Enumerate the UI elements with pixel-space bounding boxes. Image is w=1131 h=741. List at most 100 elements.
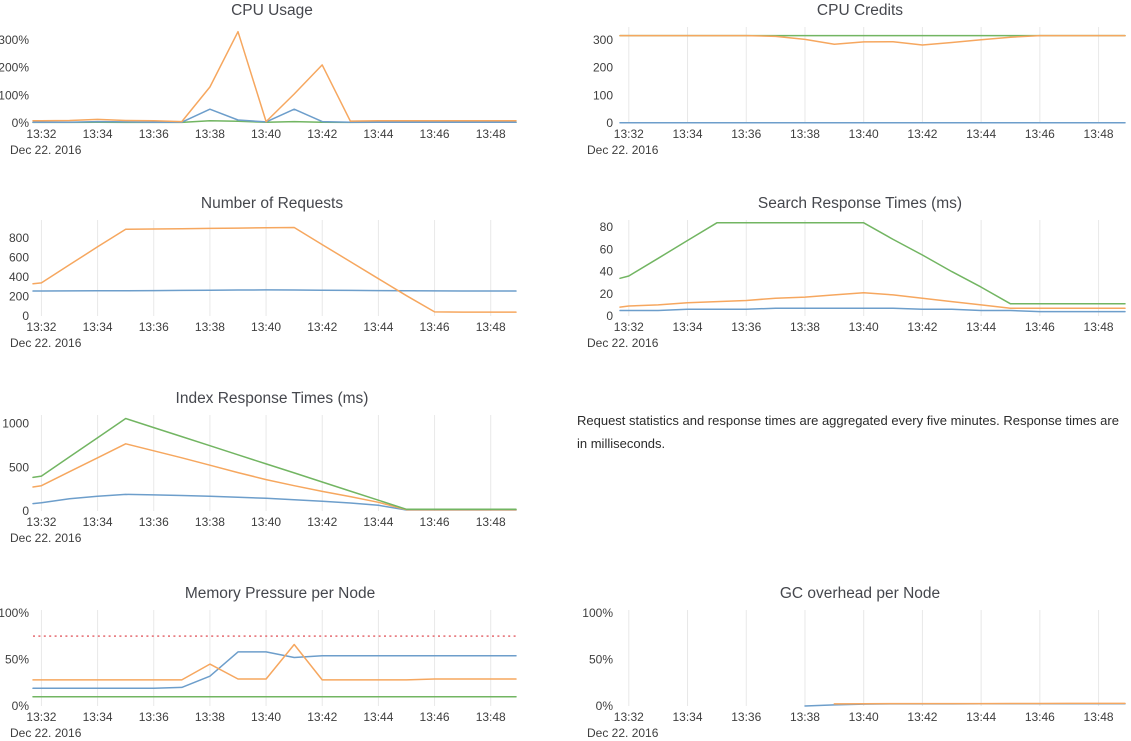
svg-text:0: 0: [606, 309, 613, 323]
svg-text:13:36: 13:36: [139, 515, 169, 529]
svg-text:0: 0: [22, 504, 29, 518]
svg-text:300%: 300%: [0, 33, 29, 47]
svg-text:13:34: 13:34: [83, 710, 113, 724]
svg-text:13:40: 13:40: [849, 127, 879, 141]
svg-text:13:36: 13:36: [731, 320, 761, 334]
svg-text:13:48: 13:48: [476, 320, 506, 334]
svg-text:13:40: 13:40: [251, 127, 281, 141]
svg-text:13:44: 13:44: [363, 710, 393, 724]
svg-text:13:40: 13:40: [251, 320, 281, 334]
svg-text:13:38: 13:38: [790, 320, 820, 334]
cpu-credits-plot: 0 100 200 300 13:32 13:34 13:36 13:38 13:40 13:42…: [587, 27, 1126, 157]
svg-text:13:34: 13:34: [83, 127, 113, 141]
cpu-credits-panel: CPU Credits 0 100 200 300 13:32 13:34 13:36 13:…: [565, 0, 1131, 178]
gc-overhead-plot: 0% 50% 100% 13:32 13:34 13:36 13:38 13:40 13:42 1…: [582, 606, 1126, 740]
svg-text:13:40: 13:40: [849, 320, 879, 334]
svg-text:0%: 0%: [12, 699, 30, 713]
svg-text:13:38: 13:38: [790, 127, 820, 141]
svg-text:13:42: 13:42: [307, 710, 337, 724]
svg-text:13:32: 13:32: [26, 127, 56, 141]
svg-text:13:46: 13:46: [420, 710, 450, 724]
svg-text:13:40: 13:40: [251, 710, 281, 724]
svg-text:13:38: 13:38: [195, 320, 225, 334]
svg-text:13:44: 13:44: [966, 710, 996, 724]
svg-text:13:34: 13:34: [83, 320, 113, 334]
search-response-times-plot: 0 20 40 60 80 13:32 13:34 13:36 13:38 13:40 13:42 1…: [587, 220, 1126, 350]
svg-text:20: 20: [600, 287, 614, 301]
svg-text:60: 60: [600, 242, 614, 256]
aggregation-note: Request statistics and response times ar…: [577, 413, 1119, 451]
svg-text:13:44: 13:44: [966, 320, 996, 334]
cpu-usage-plot: 0% 100% 200% 300% 13:32 13:34 13:36 13:38 13:40 1…: [0, 30, 517, 157]
svg-text:13:46: 13:46: [420, 127, 450, 141]
svg-text:100%: 100%: [0, 88, 29, 102]
svg-text:13:42: 13:42: [307, 320, 337, 334]
svg-text:13:32: 13:32: [26, 320, 56, 334]
svg-text:13:44: 13:44: [363, 320, 393, 334]
svg-text:13:46: 13:46: [1025, 127, 1055, 141]
svg-text:Dec 22. 2016: Dec 22. 2016: [10, 531, 82, 545]
svg-text:13:46: 13:46: [420, 515, 450, 529]
svg-text:Dec 22. 2016: Dec 22. 2016: [587, 143, 659, 157]
index-response-times-panel: Index Response Times (ms) 0 500 1000 13:32 1…: [0, 388, 566, 566]
svg-text:13:36: 13:36: [139, 710, 169, 724]
svg-text:400: 400: [9, 270, 29, 284]
svg-text:13:48: 13:48: [1084, 710, 1114, 724]
svg-text:13:42: 13:42: [307, 127, 337, 141]
svg-text:13:36: 13:36: [731, 710, 761, 724]
gc-overhead-panel: GC overhead per Node 0% 50% 100% 13:32 13:34…: [565, 583, 1131, 741]
svg-text:13:44: 13:44: [363, 515, 393, 529]
svg-text:13:46: 13:46: [1025, 320, 1055, 334]
svg-text:0%: 0%: [596, 699, 614, 713]
svg-text:13:38: 13:38: [195, 515, 225, 529]
svg-text:200: 200: [593, 61, 613, 75]
svg-text:Dec 22. 2016: Dec 22. 2016: [587, 336, 659, 350]
svg-text:200: 200: [9, 290, 29, 304]
search-response-times-title: Search Response Times (ms): [757, 195, 963, 212]
svg-text:13:42: 13:42: [907, 320, 937, 334]
svg-text:80: 80: [600, 220, 614, 234]
index-response-times-title: Index Response Times (ms): [175, 390, 369, 407]
svg-text:13:32: 13:32: [614, 710, 644, 724]
svg-text:13:32: 13:32: [26, 515, 56, 529]
svg-text:13:34: 13:34: [83, 515, 113, 529]
svg-text:0%: 0%: [12, 116, 30, 130]
svg-text:13:48: 13:48: [1084, 320, 1114, 334]
svg-text:13:44: 13:44: [966, 127, 996, 141]
svg-text:Dec 22. 2016: Dec 22. 2016: [587, 726, 659, 740]
svg-text:13:46: 13:46: [1025, 710, 1055, 724]
svg-text:13:48: 13:48: [1084, 127, 1114, 141]
svg-text:50%: 50%: [589, 652, 613, 666]
svg-text:13:42: 13:42: [307, 515, 337, 529]
svg-text:13:40: 13:40: [251, 515, 281, 529]
svg-text:300: 300: [593, 33, 613, 47]
svg-text:13:42: 13:42: [907, 710, 937, 724]
svg-text:13:38: 13:38: [195, 127, 225, 141]
svg-text:Dec 22. 2016: Dec 22. 2016: [10, 726, 82, 740]
cpu-usage-title: CPU Usage: [231, 2, 313, 19]
svg-text:0: 0: [22, 309, 29, 323]
svg-text:13:36: 13:36: [731, 127, 761, 141]
number-of-requests-plot: 0 200 400 600 800 13:32 13:34 13:36 13:38 13:40 13…: [9, 220, 517, 350]
svg-text:50%: 50%: [5, 652, 29, 666]
svg-text:13:32: 13:32: [614, 127, 644, 141]
svg-text:100: 100: [593, 88, 613, 102]
svg-text:13:32: 13:32: [614, 320, 644, 334]
svg-text:200%: 200%: [0, 61, 29, 75]
memory-pressure-title: Memory Pressure per Node: [184, 585, 376, 602]
svg-text:13:48: 13:48: [476, 127, 506, 141]
svg-text:13:38: 13:38: [790, 710, 820, 724]
gc-overhead-title: GC overhead per Node: [779, 585, 941, 602]
index-response-times-plot: 0 500 1000 13:32 13:34 13:36 13:38 13:40 13:42 13…: [2, 415, 517, 545]
memory-pressure-plot: 0% 50% 100% 13:32 13:34 13:36 13:38 13:40 13:42 1…: [0, 606, 517, 740]
svg-text:13:46: 13:46: [420, 320, 450, 334]
svg-text:500: 500: [9, 460, 29, 474]
cpu-credits-title: CPU Credits: [816, 2, 904, 19]
svg-text:0: 0: [606, 116, 613, 130]
number-of-requests-panel: Number of Requests 0 200 400 600 800 13:32 13:…: [0, 193, 566, 371]
memory-pressure-panel: Memory Pressure per Node 0% 50% 100% 13:32 1…: [0, 583, 566, 741]
svg-text:13:44: 13:44: [363, 127, 393, 141]
cpu-usage-panel: CPU Usage 0% 100% 200% 300% 13:32 13:34 13:36 1…: [0, 0, 566, 178]
svg-text:600: 600: [9, 251, 29, 265]
svg-text:40: 40: [600, 265, 614, 279]
